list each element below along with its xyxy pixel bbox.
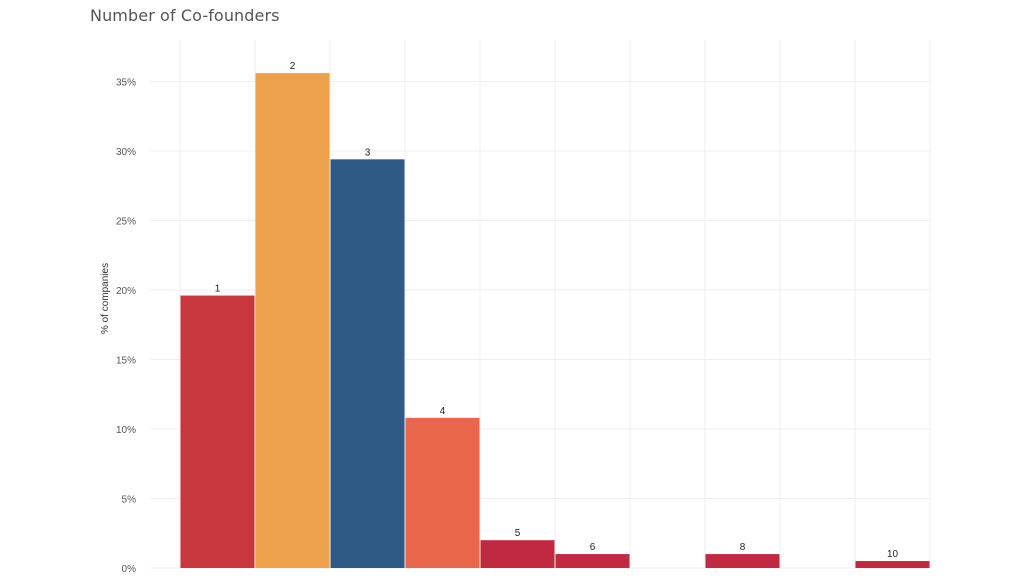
bar-4	[405, 417, 480, 568]
bar-3	[330, 159, 405, 568]
bar-8	[705, 554, 780, 568]
y-tick-label: 35%	[116, 78, 136, 89]
bar-2	[255, 73, 330, 568]
bar-label-10: 10	[887, 549, 899, 560]
bar-label-3: 3	[365, 147, 371, 158]
bar-label-1: 1	[215, 284, 221, 295]
y-tick-label: 30%	[116, 147, 136, 158]
y-tick-label: 10%	[116, 425, 136, 436]
y-tick-label: 5%	[122, 495, 137, 506]
bar-5	[480, 540, 555, 568]
y-tick-label: 0%	[122, 564, 137, 575]
y-tick-label: 15%	[116, 356, 136, 367]
bar-label-6: 6	[590, 542, 596, 553]
y-tick-label: 20%	[116, 286, 136, 297]
bar-6	[555, 554, 630, 568]
chart-title: Number of Co-founders	[90, 6, 280, 25]
bar-label-4: 4	[440, 406, 446, 417]
y-axis-label: % of companies	[100, 262, 112, 335]
bar-label-2: 2	[290, 61, 296, 72]
bar-10	[855, 561, 930, 568]
bar-label-5: 5	[515, 528, 521, 539]
bar-label-8: 8	[740, 542, 746, 553]
bar-1	[180, 295, 255, 568]
y-tick-label: 25%	[116, 217, 136, 228]
